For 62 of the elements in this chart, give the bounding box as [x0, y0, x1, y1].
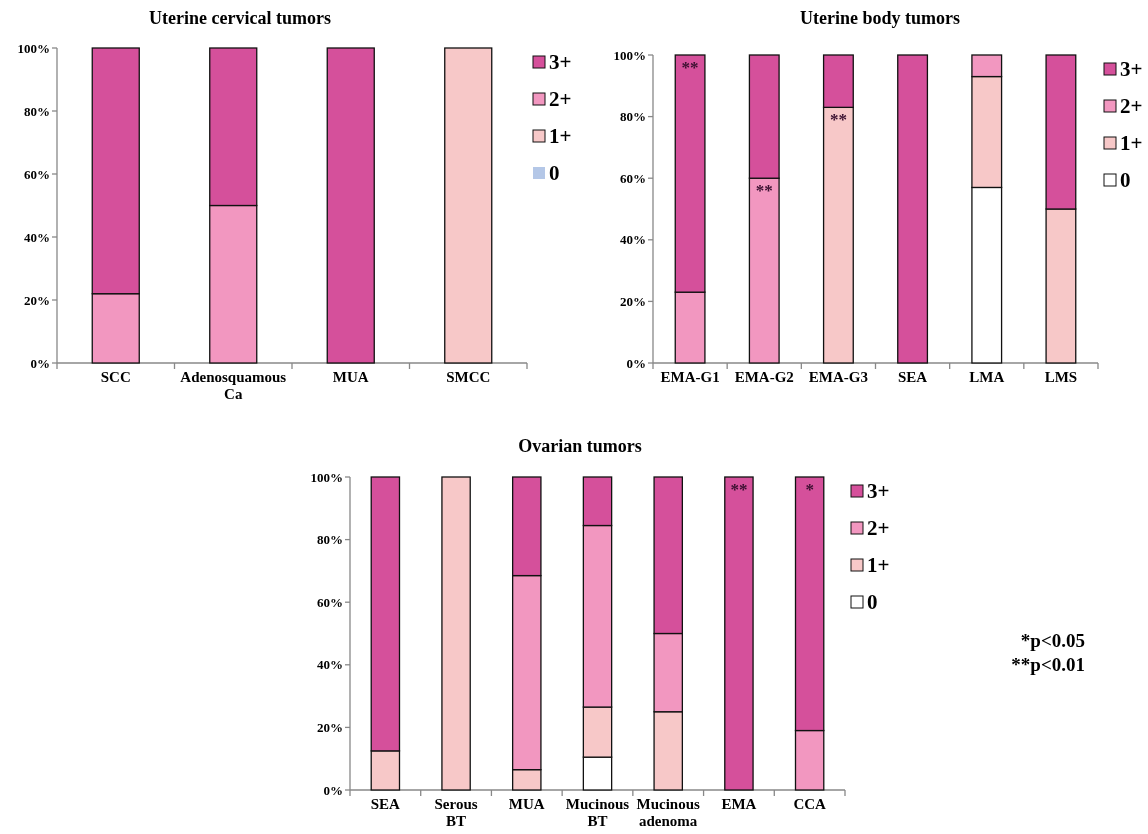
x-tick-label: EMA — [721, 796, 757, 812]
y-tick-label: 20% — [24, 292, 50, 308]
y-tick-label: 20% — [317, 719, 343, 735]
x-tick-label: MUA — [508, 796, 545, 812]
x-tick-label: SEA — [370, 796, 401, 812]
y-tick-label: 80% — [317, 532, 343, 548]
y-tick-label: 20% — [620, 293, 646, 309]
bar — [897, 54, 929, 364]
legend-label: 3+ — [867, 479, 890, 504]
y-tick-label: 60% — [620, 170, 646, 186]
legend-label: 2+ — [867, 516, 890, 541]
x-tick-label: EMA-G2 — [734, 369, 794, 385]
x-tick-label: LMS — [1044, 369, 1078, 385]
legend-label: 0 — [1120, 168, 1131, 193]
bar — [326, 47, 375, 364]
y-tick-label: 80% — [24, 103, 50, 119]
y-tick-label: 40% — [24, 229, 50, 245]
x-tick-label: Serous BT — [434, 796, 478, 829]
x-tick-label: Mucinous BT — [565, 796, 630, 829]
x-tick-label: SMCC — [446, 369, 491, 385]
y-tick-label: 80% — [620, 109, 646, 125]
legend-label: 0 — [867, 590, 878, 615]
y-tick-label: 40% — [620, 232, 646, 248]
y-tick-label: 0% — [626, 355, 646, 371]
annotation: ** — [755, 181, 773, 201]
legend-label: 1+ — [1120, 131, 1143, 156]
annotation: ** — [730, 479, 748, 499]
chart-title: Ovarian tumors — [518, 436, 642, 456]
x-tick-label: Mucinous adenoma — [636, 796, 701, 829]
text: *p<0.05 — [1020, 630, 1085, 651]
bar — [724, 476, 754, 791]
x-tick-label: Adenosquamous Ca — [180, 369, 287, 402]
x-tick-label: MUA — [332, 369, 369, 385]
x-tick-label: LMA — [969, 369, 1005, 385]
legend-label: 3+ — [549, 50, 572, 75]
legend-label: 3+ — [1120, 57, 1143, 82]
x-tick-label: CCA — [793, 796, 827, 812]
legend-label: 0 — [549, 161, 560, 186]
bar — [444, 47, 493, 364]
y-tick-label: 0% — [323, 782, 343, 798]
x-tick-label: SEA — [897, 369, 928, 385]
annotation: ** — [829, 110, 847, 130]
legend-label: 1+ — [867, 553, 890, 578]
y-tick-label: 60% — [317, 594, 343, 610]
y-tick-label: 100% — [613, 47, 646, 63]
chart-title: Uterine body tumors — [800, 8, 960, 28]
chart-title: Uterine cervical tumors — [149, 8, 331, 28]
annotation: ** — [681, 57, 699, 77]
legend-label: 2+ — [549, 87, 572, 112]
x-tick-label: SCC — [100, 369, 131, 385]
x-tick-label: EMA-G3 — [808, 369, 868, 385]
text: **p<0.01 — [1011, 654, 1085, 675]
legend-label: 1+ — [549, 124, 572, 149]
y-tick-label: 0% — [30, 355, 50, 371]
annotation: * — [805, 479, 814, 499]
y-tick-label: 60% — [24, 166, 50, 182]
y-tick-label: 100% — [310, 469, 343, 485]
y-tick-label: 40% — [317, 657, 343, 673]
y-tick-label: 100% — [17, 40, 50, 56]
x-tick-label: EMA-G1 — [660, 369, 720, 385]
legend-label: 2+ — [1120, 94, 1143, 119]
bar — [441, 476, 471, 791]
